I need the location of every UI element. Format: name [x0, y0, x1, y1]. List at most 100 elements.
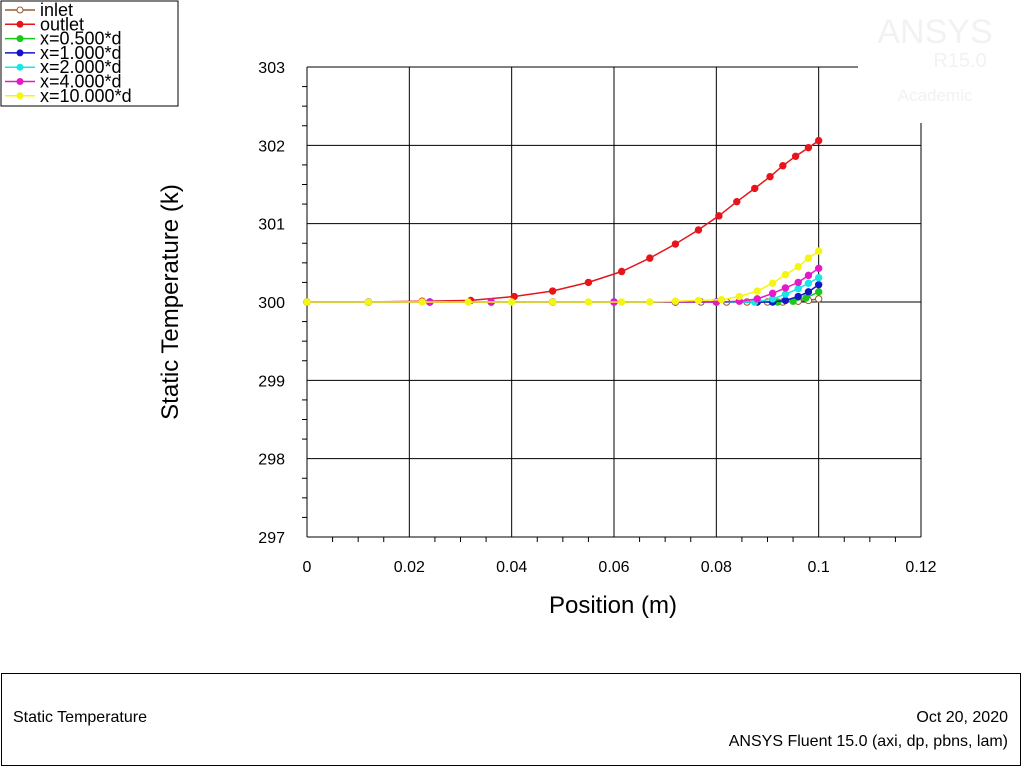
data-point: [814, 136, 823, 145]
data-point: [617, 298, 626, 306]
data-point: [794, 284, 802, 293]
y-axis-title: Static Temperature (k): [157, 184, 184, 420]
x-tick-label: 0.02: [394, 559, 425, 576]
x-tick-label: 0.1: [808, 559, 830, 576]
data-point: [753, 295, 761, 303]
data-point: [804, 254, 813, 262]
y-tick-label: 302: [258, 138, 285, 155]
legend-label: x=4.000*d: [40, 72, 122, 92]
legend-label: x=0.500*d: [40, 29, 122, 49]
data-point: [584, 278, 593, 287]
legend-item: outlet: [5, 14, 84, 34]
data-point: [507, 298, 516, 306]
y-tick-label: 297: [258, 530, 285, 547]
data-point: [717, 295, 726, 304]
data-point: [646, 298, 654, 306]
data-point: [814, 295, 823, 303]
legend-label: x=10.000*d: [40, 86, 132, 106]
data-point: [715, 212, 723, 220]
data-point: [794, 278, 802, 287]
data-point: [781, 290, 790, 298]
data-point: [814, 281, 823, 289]
data-point: [814, 247, 823, 255]
legend-item: x=2.000*d: [5, 57, 122, 77]
footer-info-box: Static Temperature Oct 20, 2020 ANSYS Fl…: [1, 673, 1021, 766]
x-tick-label: 0.08: [701, 559, 732, 576]
data-point: [804, 271, 813, 280]
data-point: [694, 296, 703, 305]
chart: ANSYS R15.0 Academic 0 0.02 0.04 0.06 0.08 0.…: [0, 0, 993, 619]
series-layer: [303, 136, 823, 306]
legend-label: inlet: [40, 0, 73, 20]
y-tick-label: 303: [258, 60, 285, 77]
data-point: [768, 289, 777, 298]
x-tick-labels: 0 0.02 0.04 0.06 0.08 0.1 0.12: [303, 559, 937, 576]
data-point: [617, 267, 626, 276]
data-point: [791, 152, 800, 161]
data-point: [646, 254, 654, 262]
minor-ticks: [302, 86, 896, 542]
legend: inletoutletx=0.500*dx=1.000*dx=2.000*dx=…: [0, 0, 179, 107]
footer-software-info: ANSYS Fluent 15.0 (axi, dp, pbns, lam): [728, 733, 1008, 750]
data-point: [781, 284, 790, 292]
legend-marker: [16, 6, 24, 14]
data-point: [753, 287, 761, 295]
watermark-version: R15.0: [933, 50, 986, 72]
data-point: [804, 288, 813, 296]
y-tick-label: 299: [258, 373, 285, 390]
footer-date: Oct 20, 2020: [916, 709, 1008, 726]
data-point: [804, 279, 813, 287]
legend-marker: [16, 20, 24, 28]
legend-item: x=0.500*d: [5, 29, 122, 49]
data-point: [814, 264, 823, 273]
x-axis-title: Position (m): [549, 592, 677, 619]
series-1: [303, 136, 823, 306]
data-point: [779, 162, 787, 170]
data-point: [694, 226, 703, 234]
y-tick-label: 298: [258, 452, 285, 469]
footer-variable-name: Static Temperature: [13, 709, 147, 726]
data-point: [418, 298, 426, 306]
legend-item: x=4.000*d: [5, 72, 122, 92]
watermark-edition: Academic: [898, 86, 973, 105]
y-tick-label: 301: [258, 217, 285, 234]
legend-label: x=1.000*d: [40, 43, 122, 63]
data-point: [794, 263, 802, 271]
data-point: [802, 294, 810, 302]
data-point: [733, 198, 741, 206]
data-point: [584, 298, 593, 306]
data-point: [781, 296, 790, 305]
data-point: [671, 240, 680, 248]
watermark-product: ANSYS: [877, 13, 992, 51]
data-point: [768, 279, 777, 287]
series-6: [303, 247, 823, 306]
data-point: [464, 298, 472, 306]
data-point: [735, 292, 744, 301]
data-point: [364, 298, 373, 306]
data-point: [804, 143, 813, 152]
data-point: [781, 270, 790, 279]
data-point: [751, 184, 759, 193]
data-point: [548, 298, 557, 306]
series-5: [303, 264, 823, 306]
data-point: [794, 292, 802, 301]
legend-marker: [16, 92, 24, 100]
legend-item: x=10.000*d: [5, 86, 132, 106]
y-tick-labels: 297 298 299 300 301 302 303: [258, 60, 285, 547]
series-line: [307, 139, 820, 303]
data-point: [548, 287, 557, 295]
legend-item: inlet: [5, 0, 73, 20]
data-point: [671, 297, 680, 305]
x-tick-label: 0.06: [598, 559, 629, 576]
data-point: [814, 274, 823, 282]
x-tick-label: 0.12: [905, 559, 936, 576]
data-point: [814, 288, 823, 296]
legend-label: x=2.000*d: [40, 57, 122, 77]
x-tick-label: 0.04: [496, 559, 527, 576]
data-point: [303, 298, 311, 306]
data-point: [766, 172, 774, 181]
legend-marker: [16, 49, 24, 57]
legend-label: outlet: [40, 14, 84, 34]
legend-marker: [16, 63, 24, 71]
y-tick-label: 300: [258, 295, 285, 312]
